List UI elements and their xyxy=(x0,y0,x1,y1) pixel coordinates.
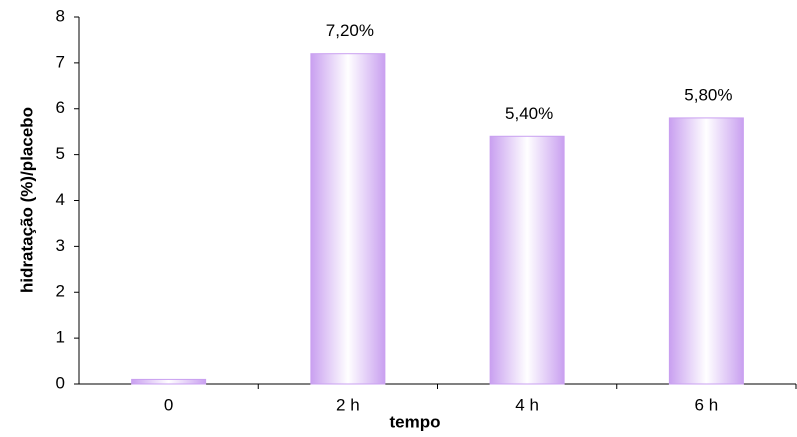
y-tick-label: 7 xyxy=(56,52,65,71)
y-axis-title: hidratação (%)/placebo xyxy=(17,107,36,293)
y-tick-label: 0 xyxy=(56,373,65,392)
y-tick-label: 3 xyxy=(56,236,65,255)
y-tick-label: 1 xyxy=(56,328,65,347)
y-tick-label: 2 xyxy=(56,282,65,301)
y-tick-label: 6 xyxy=(56,98,65,117)
y-tick-label: 4 xyxy=(56,190,65,209)
bar xyxy=(668,117,744,385)
x-axis-title: tempo xyxy=(390,412,441,431)
y-tick-label: 5 xyxy=(56,144,65,163)
x-tick-label: 6 h xyxy=(695,395,719,414)
data-label: 5,80% xyxy=(684,85,732,104)
bar xyxy=(310,53,386,385)
data-label: 7,20% xyxy=(326,21,374,40)
bar xyxy=(131,378,207,385)
x-tick-label: 4 h xyxy=(515,395,539,414)
x-tick-label: 2 h xyxy=(336,395,360,414)
x-tick-label: 0 xyxy=(164,395,173,414)
y-tick-label: 8 xyxy=(56,6,65,25)
data-label: 5,40% xyxy=(505,104,553,123)
bar xyxy=(489,135,565,385)
